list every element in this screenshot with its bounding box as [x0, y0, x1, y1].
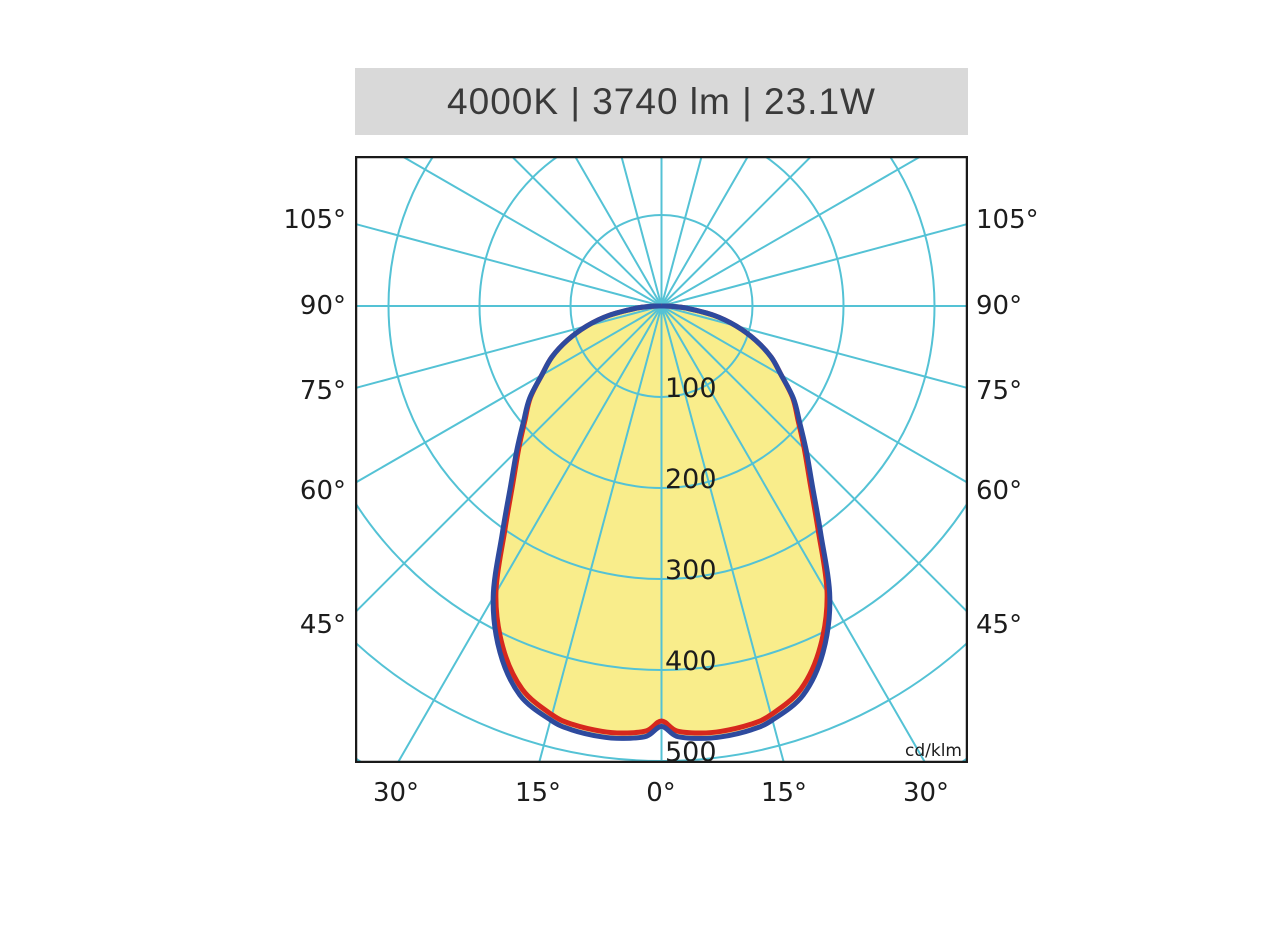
curve-c0-180 — [490, 303, 833, 741]
unit-label: cd/klm — [905, 741, 962, 761]
polar-plot: 100 200 300 400 500 cd/klm — [355, 156, 968, 763]
grid-ray — [510, 156, 663, 307]
radial-tick-label: 200 — [665, 464, 717, 495]
grid-ray — [355, 222, 662, 307]
grid-ray — [660, 156, 703, 307]
angle-label-left-90: 90° — [299, 291, 346, 321]
radial-tick-label: 500 — [665, 737, 717, 763]
grid-ray — [573, 156, 663, 307]
angle-label-bottom-1: 15° — [514, 778, 562, 808]
grid-ray — [355, 305, 662, 390]
grid-ray — [661, 305, 968, 390]
grid-ray — [661, 305, 968, 485]
angle-label-bottom-0: 30° — [372, 778, 420, 808]
grid-ray — [661, 222, 968, 307]
grid-ray — [660, 156, 813, 307]
angle-label-bottom-3: 15° — [760, 778, 808, 808]
angle-label-right-90: 90° — [976, 291, 1023, 321]
radial-tick-labels: 100 200 300 400 500 — [665, 373, 717, 763]
radial-tick-label: 400 — [665, 646, 717, 677]
angle-label-left-45: 45° — [299, 610, 346, 640]
angle-label-right-75: 75° — [976, 376, 1023, 406]
distribution-curves — [490, 303, 833, 741]
grid-ray — [399, 156, 662, 307]
grid-ray — [661, 156, 924, 307]
angle-label-left-75: 75° — [299, 376, 346, 406]
polar-grid — [355, 156, 968, 763]
grid-ray — [660, 305, 927, 763]
angle-label-left-60: 60° — [299, 476, 346, 506]
radial-tick-label: 100 — [665, 373, 717, 404]
angle-label-right-60: 60° — [976, 476, 1023, 506]
angle-label-right-45: 45° — [976, 610, 1023, 640]
angle-label-bottom-2: 0° — [646, 778, 676, 808]
grid-ray — [660, 156, 750, 307]
angle-label-right-105: 105° — [976, 205, 1039, 235]
title-bar: 4000K | 3740 lm | 23.1W — [355, 68, 968, 135]
grid-ray — [620, 156, 663, 307]
plot-border — [355, 156, 968, 763]
grid-ray — [396, 305, 663, 763]
angle-label-bottom-4: 30° — [902, 778, 950, 808]
title-text: 4000K | 3740 lm | 23.1W — [447, 80, 876, 122]
grid-ray — [355, 305, 663, 614]
angle-label-left-105: 105° — [283, 205, 346, 235]
grid-ray — [660, 305, 785, 763]
grid-ray — [660, 305, 968, 614]
grid-ray — [538, 305, 663, 763]
grid-ray — [355, 305, 662, 485]
radial-tick-label: 300 — [665, 555, 717, 586]
